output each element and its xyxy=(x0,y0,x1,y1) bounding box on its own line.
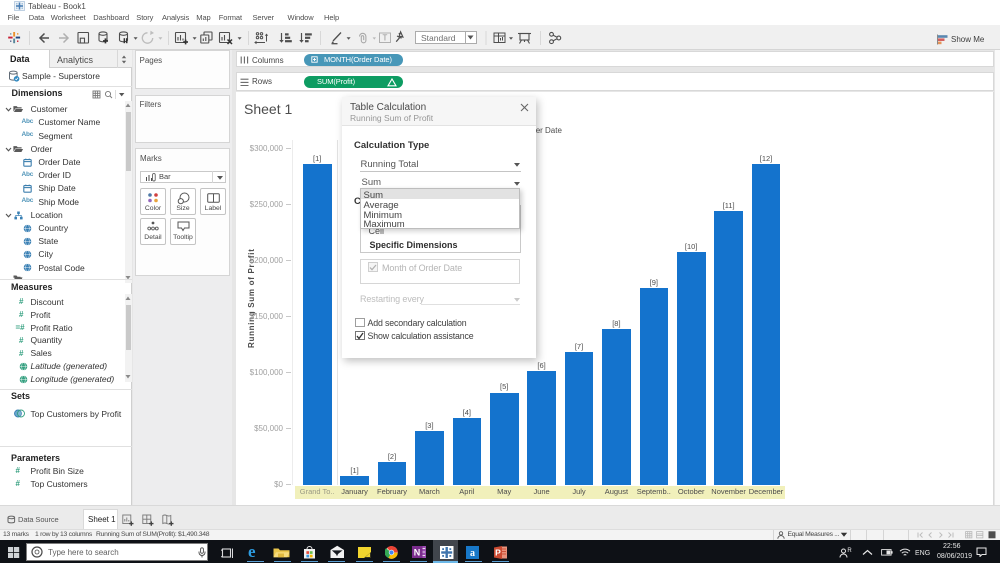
svg-text:P: P xyxy=(495,547,501,557)
svg-text:R: R xyxy=(847,548,852,554)
svg-text:N: N xyxy=(414,548,421,558)
svg-text:a: a xyxy=(470,548,475,559)
svg-text:T: T xyxy=(383,34,388,43)
